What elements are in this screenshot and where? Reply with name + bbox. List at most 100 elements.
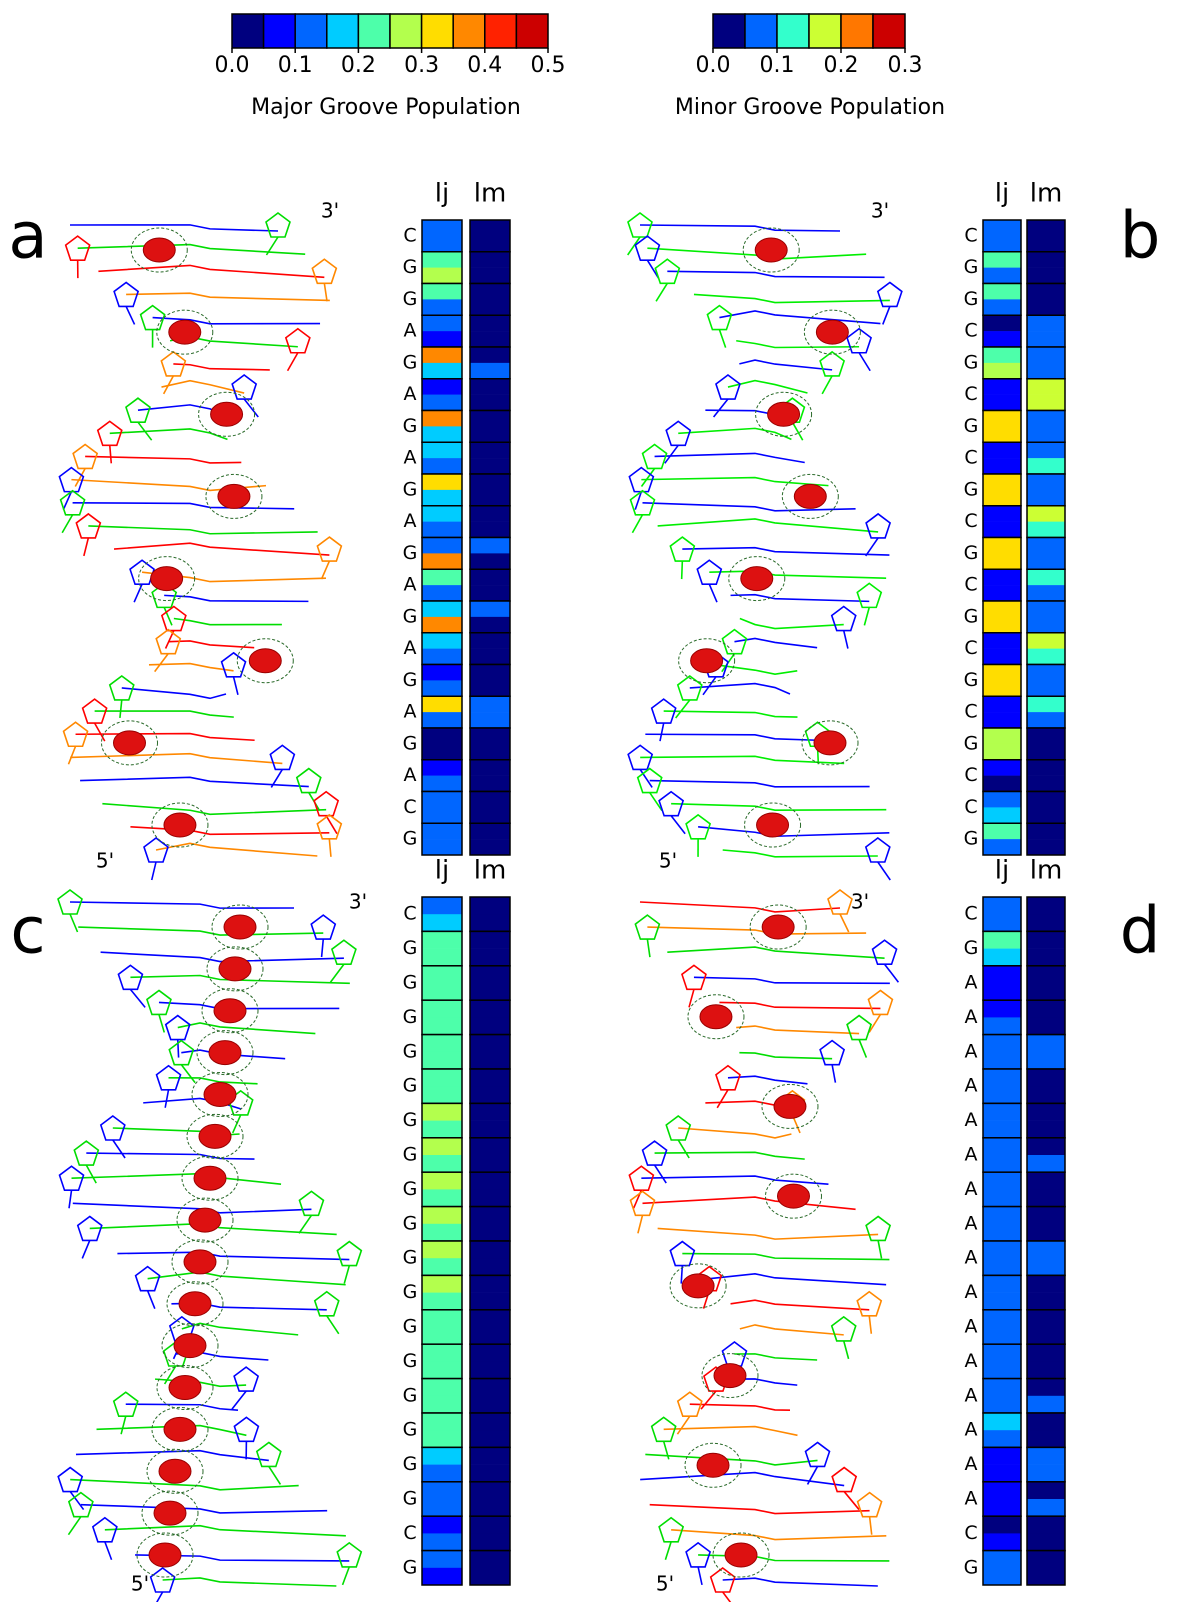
heat-cell [1027,1275,1065,1293]
heat-cell [1027,983,1065,1001]
heat-cell [983,648,1021,665]
heat-cell [1027,331,1065,348]
base-pair [649,1503,870,1515]
backbone [718,329,727,348]
heat-cell [470,914,510,932]
heat-cell [470,410,510,427]
base-label: G [403,1006,418,1028]
heat-cell [1027,632,1065,649]
sugar-ring [336,1541,363,1568]
base-label: C [964,574,977,596]
base-pair [682,546,890,556]
cell-border [421,1549,463,1586]
heat-cell [470,965,510,984]
heat-cell [983,1361,1021,1379]
density-core [754,237,788,263]
heat-cell [983,315,1021,332]
heat-cell [983,839,1021,856]
base-label: G [403,1144,418,1166]
backbone [232,676,239,696]
heat-cell [983,1034,1021,1053]
colorbar-tick-label: 0.4 [467,53,502,78]
molecule [57,889,363,1602]
backbone [722,1591,732,1602]
backbone [868,1516,873,1535]
base-label: C [964,1522,977,1544]
heat-cell [1027,1413,1065,1431]
heat-cell [422,601,462,618]
base-label: A [965,1144,978,1166]
heat-cell [983,251,1021,268]
base-pair [657,1227,879,1240]
sugar-ring [298,1190,325,1217]
base-label: A [965,1247,978,1269]
density-mesh [678,638,736,684]
heat-cell [1027,914,1065,932]
density-core [188,1207,222,1233]
density-core [158,1458,192,1484]
sugar-ring [819,1039,846,1066]
heat-cell [470,251,510,268]
backbone [231,1114,242,1134]
base-pair [639,224,841,232]
base-pair [667,270,885,279]
heat-cell [422,775,462,792]
backbone [268,1466,282,1485]
heat-cell [422,712,462,729]
panel-letter: d [1120,895,1161,969]
heat-cell [422,1189,462,1207]
heat-cell [470,283,510,300]
backbone [150,861,157,881]
density-core [767,401,801,427]
base-label: G [403,542,418,564]
heat-cell [983,743,1021,761]
heat-cell [1027,1499,1065,1517]
density-core [699,1004,733,1030]
base-label: G [403,1040,418,1062]
end-label-3: 3' [871,199,889,223]
backbone [108,445,113,464]
colorbar-cell [326,13,360,49]
heat-cell [1027,378,1065,395]
base-label: G [403,1453,418,1475]
base-pair [739,617,844,630]
heat-cell [1027,553,1065,570]
backbone [154,653,169,673]
heat-cell [983,569,1021,586]
cell-border [469,1549,511,1586]
base-pair [719,310,881,325]
heat-cell [470,537,510,554]
heat-cell [1027,235,1065,253]
base-label: G [403,937,418,959]
heat-cell [470,1413,510,1431]
heat-cell [1027,648,1065,665]
base-label: A [965,1350,978,1372]
density-mesh [755,391,813,437]
base-pair [85,455,242,464]
base-pair [739,1324,844,1336]
backbone [664,1541,672,1561]
sugar-ring [265,212,291,238]
heat-cell [983,1241,1021,1259]
density-core [740,566,774,592]
backbone [688,989,695,1008]
backbone [69,913,79,933]
heat-cell [470,664,510,681]
base-label: G [403,1281,418,1303]
heat-cell [983,362,1021,380]
backbone [865,537,879,557]
heat-cell [1027,1361,1065,1379]
base-pair [734,1353,818,1361]
heat-cell [1027,1223,1065,1242]
heat-cell [422,1516,462,1534]
end-label-3: 3' [349,890,367,914]
heat-cell [1027,1567,1065,1586]
backbone [627,236,641,256]
sugar-ring [233,1416,260,1443]
heat-cell [470,1017,510,1035]
base-label: G [964,288,979,310]
base-pair [689,1403,791,1412]
heat-cell [1027,394,1065,411]
sugar-ring [867,989,894,1016]
heat-cell [983,664,1021,681]
